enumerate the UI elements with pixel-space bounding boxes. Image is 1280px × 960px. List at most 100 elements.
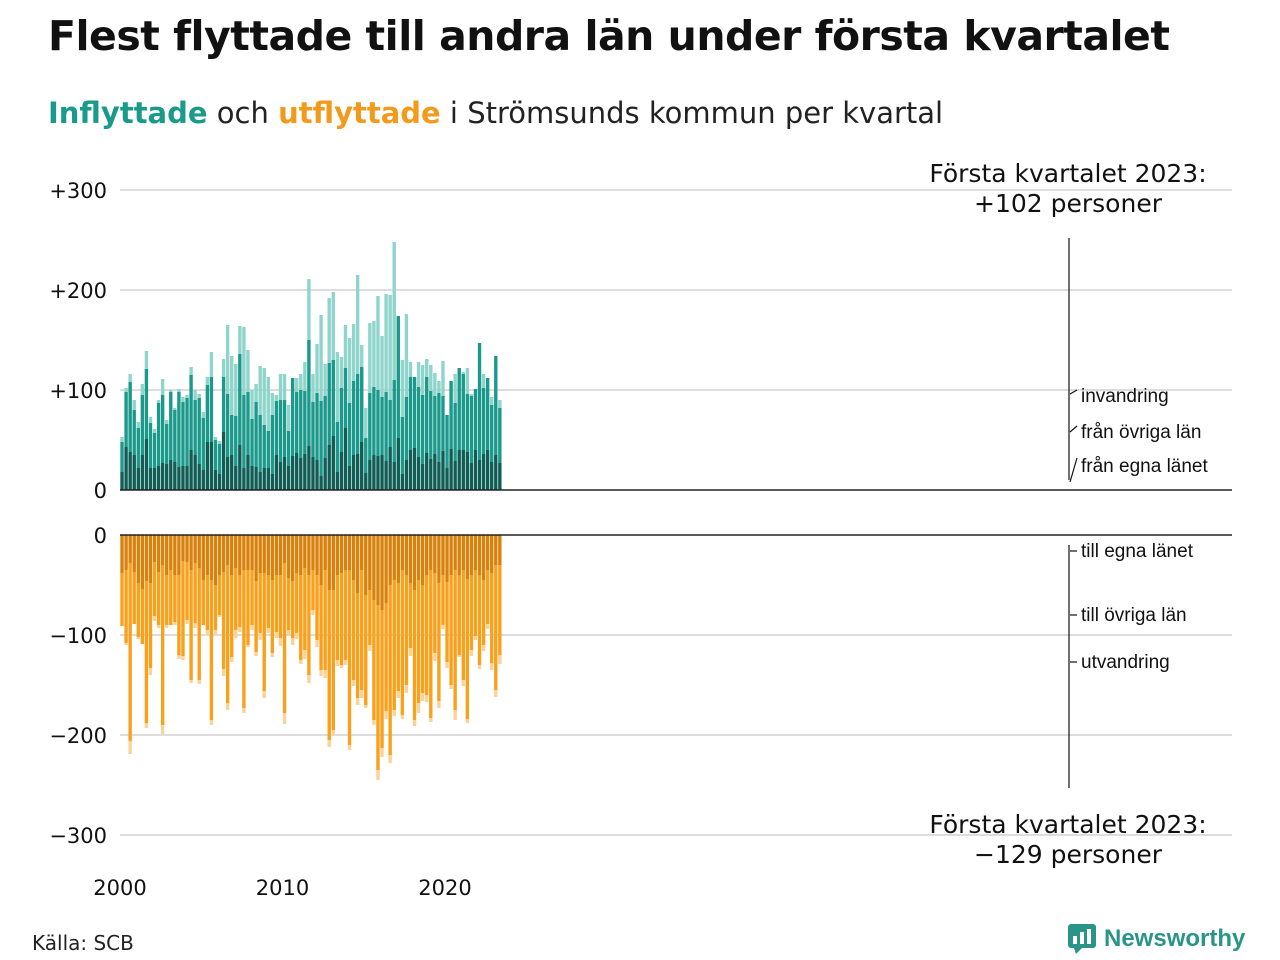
bar-top-egna-lanet [368, 460, 372, 490]
bar-top-invandring [311, 374, 315, 402]
bar-bottom-egna-lanet [331, 535, 335, 590]
bar-bottom-egna-lanet [217, 535, 222, 575]
bar-top-invandring [282, 374, 287, 400]
bar-bottom-utvandring [262, 691, 266, 698]
bar-top-invandring [404, 314, 409, 397]
bar-top-egna-lanet [380, 455, 384, 490]
bar-bottom-egna-lanet [124, 535, 128, 570]
bar-top-ovriga-lan [481, 388, 486, 454]
bar-bottom-egna-lanet [221, 535, 226, 572]
bar-top-ovriga-lan [173, 410, 177, 462]
bar-bottom-egna-lanet [457, 535, 461, 575]
bar-bottom-egna-lanet [469, 535, 474, 575]
bar-bottom-utvandring [376, 770, 380, 780]
bar-bottom-utvandring [481, 645, 486, 651]
bar-bottom-egna-lanet [376, 535, 380, 605]
bar-bottom-ovriga-lan [376, 605, 380, 770]
segment-label-bottom: utvandring [1081, 652, 1170, 673]
bar-top-invandring [173, 408, 177, 410]
bar-bottom-ovriga-lan [120, 573, 124, 626]
bar-top-invandring [384, 294, 388, 392]
bar-top-invandring [234, 364, 238, 416]
bar-bottom-ovriga-lan [449, 575, 453, 685]
bar-bottom-ovriga-lan [360, 570, 364, 690]
bar-bottom-ovriga-lan [132, 572, 136, 624]
bar-top-invandring [481, 374, 486, 388]
y-tick-label-top: +300 [49, 179, 107, 203]
bar-bottom-ovriga-lan [441, 575, 445, 625]
bar-top-egna-lanet [461, 450, 465, 490]
bar-bottom-utvandring [335, 660, 340, 666]
bar-top-egna-lanet [270, 474, 275, 490]
subtitle-rest: i Strömsunds kommun per kvartal [440, 96, 944, 130]
bar-top-ovriga-lan [347, 403, 352, 466]
bar-bottom-utvandring [453, 710, 457, 720]
bar-top-invandring [124, 388, 128, 392]
bar-top-ovriga-lan [404, 397, 409, 460]
bar-top-invandring [278, 374, 283, 400]
bar-bottom-egna-lanet [278, 535, 283, 575]
bar-top-invandring [120, 437, 124, 442]
bar-top-ovriga-lan [392, 380, 396, 462]
bar-bottom-ovriga-lan [485, 570, 490, 624]
bar-bottom-egna-lanet [453, 535, 457, 570]
bar-bottom-utvandring [193, 623, 197, 628]
bar-bottom-ovriga-lan [140, 589, 145, 644]
bar-top-invandring [209, 352, 214, 377]
bar-top-egna-lanet [433, 454, 437, 490]
bar-top-egna-lanet [250, 466, 254, 490]
bar-bottom-egna-lanet [498, 535, 502, 565]
bar-top-egna-lanet [311, 457, 315, 490]
bar-bottom-ovriga-lan [242, 570, 246, 708]
bar-top-egna-lanet [425, 453, 429, 490]
bar-top-ovriga-lan [307, 340, 311, 446]
bar-bottom-utvandring [238, 627, 242, 632]
bar-top-invandring [221, 359, 226, 377]
newsworthy-icon [1068, 924, 1096, 954]
bar-top-egna-lanet [351, 455, 356, 490]
bar-bottom-egna-lanet [311, 535, 315, 570]
bar-top-ovriga-lan [217, 444, 222, 474]
bar-bottom-egna-lanet [209, 535, 214, 580]
bar-bottom-ovriga-lan [290, 581, 295, 638]
bar-bottom-egna-lanet [404, 535, 409, 575]
segment-label-bottom: till egna länet [1081, 541, 1194, 562]
bar-top-invandring [323, 364, 327, 396]
bar-bottom-ovriga-lan [173, 575, 177, 622]
bar-top-invandring [498, 400, 502, 408]
bar-top-ovriga-lan [299, 390, 303, 458]
bar-top-invandring [303, 362, 307, 391]
bar-bottom-egna-lanet [258, 535, 262, 573]
bar-bottom-utvandring [165, 625, 169, 628]
bar-top-egna-lanet [376, 456, 380, 490]
bar-bottom-ovriga-lan [136, 583, 140, 637]
bar-bottom-ovriga-lan [343, 570, 348, 660]
bar-top-invandring [242, 327, 246, 395]
bar-bottom-egna-lanet [173, 535, 177, 575]
bar-top-ovriga-lan [303, 391, 307, 454]
bar-bottom-utvandring [144, 723, 149, 728]
bar-top-ovriga-lan [189, 375, 193, 450]
bar-bottom-utvandring [364, 705, 368, 708]
bar-top-invandring [205, 377, 210, 385]
bar-bottom-utvandring [160, 725, 165, 734]
bar-bottom-ovriga-lan [457, 575, 461, 655]
bar-bottom-egna-lanet [144, 535, 149, 581]
bar-top-egna-lanet [144, 439, 149, 490]
bar-top-egna-lanet [278, 462, 283, 490]
bar-top-ovriga-lan [441, 396, 445, 451]
bar-bottom-ovriga-lan [420, 585, 425, 693]
bar-bottom-ovriga-lan [295, 573, 299, 633]
bar-top-invandring [392, 242, 396, 380]
bar-bottom-egna-lanet [234, 535, 238, 568]
bar-bottom-utvandring [412, 720, 417, 726]
bar-bottom-utvandring [331, 730, 335, 736]
bar-bottom-egna-lanet [295, 535, 299, 573]
bar-top-invandring [250, 390, 254, 419]
bar-bottom-ovriga-lan [339, 573, 344, 665]
bar-top-ovriga-lan [152, 433, 157, 468]
bar-bottom-egna-lanet [128, 535, 132, 563]
bar-top-invandring [441, 361, 445, 396]
bar-top-egna-lanet [221, 432, 226, 490]
